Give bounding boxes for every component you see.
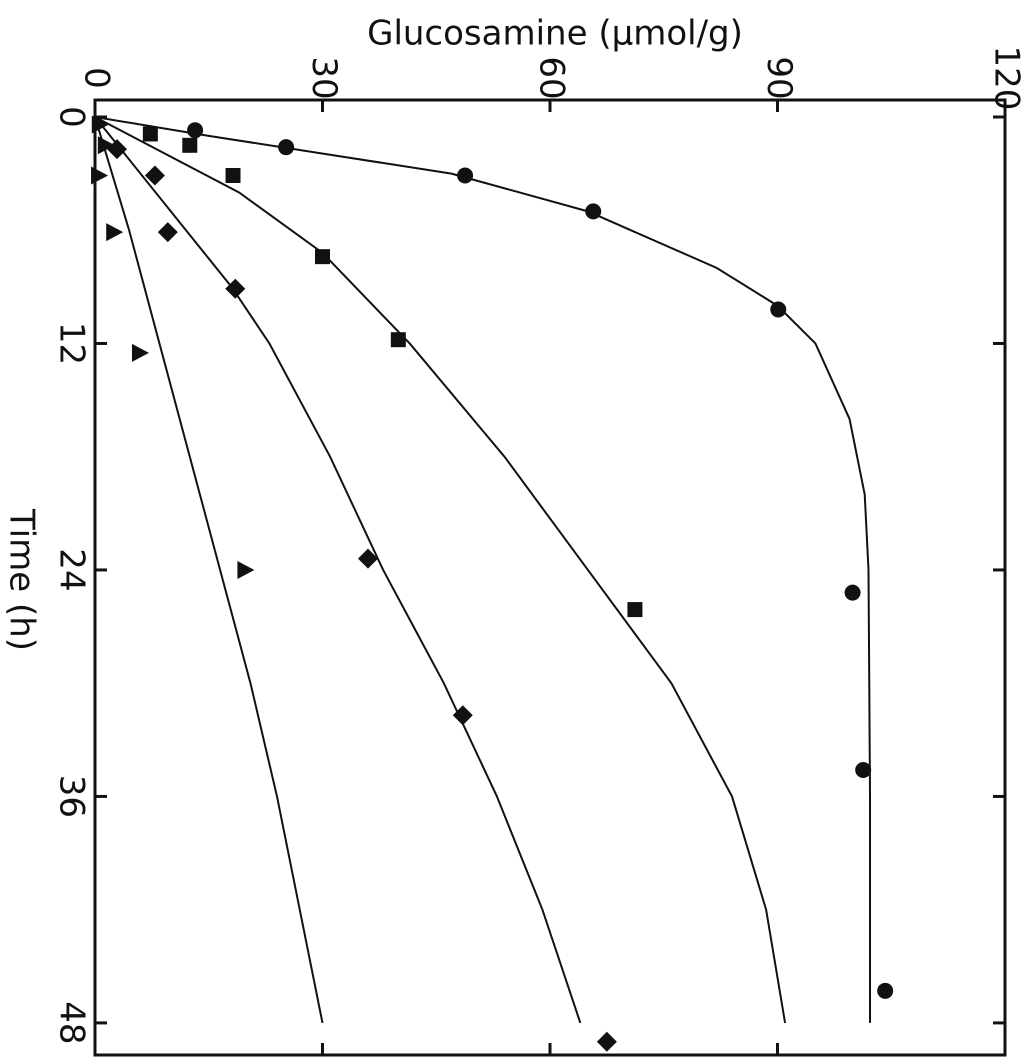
point: [106, 223, 124, 242]
fit-curve: [94, 116, 324, 1024]
x-axis-label: Time (h): [2, 508, 42, 651]
point: [596, 1031, 617, 1052]
point: [585, 203, 602, 220]
point: [358, 548, 378, 569]
y-tick-label: 90: [759, 56, 799, 99]
point: [844, 584, 861, 601]
fit-curve: [94, 115, 872, 1023]
point: [452, 705, 473, 726]
point: [278, 139, 295, 156]
point: [91, 166, 109, 185]
y-tick-label: 120: [987, 46, 1027, 111]
point: [97, 136, 115, 155]
point: [182, 137, 198, 153]
x-tick-label: 24: [52, 548, 92, 591]
point: [187, 122, 204, 139]
x-tick-label: 48: [52, 1001, 92, 1044]
point: [131, 343, 149, 362]
x-tick-label: 0: [51, 106, 91, 128]
point: [390, 332, 406, 348]
fit-curve: [94, 116, 787, 1024]
y-axis-label: Glucosamine (µmol/g): [367, 14, 743, 54]
y-tick-label: 30: [304, 56, 344, 99]
point: [106, 139, 127, 160]
point: [142, 126, 158, 142]
y-tick-label: 0: [77, 67, 117, 89]
point: [457, 167, 474, 184]
point: [770, 301, 787, 318]
x-tick-label: 36: [52, 775, 92, 818]
point: [91, 115, 109, 134]
point: [237, 560, 255, 579]
point: [877, 982, 894, 999]
point: [225, 278, 246, 299]
point: [315, 249, 330, 265]
point: [855, 762, 872, 779]
y-tick-label: 60: [532, 56, 572, 99]
fit-curve: [94, 116, 582, 1024]
point: [627, 602, 643, 618]
point: [144, 165, 165, 186]
x-tick-label: 12: [52, 322, 92, 365]
point: [157, 222, 178, 243]
point: [225, 167, 241, 183]
